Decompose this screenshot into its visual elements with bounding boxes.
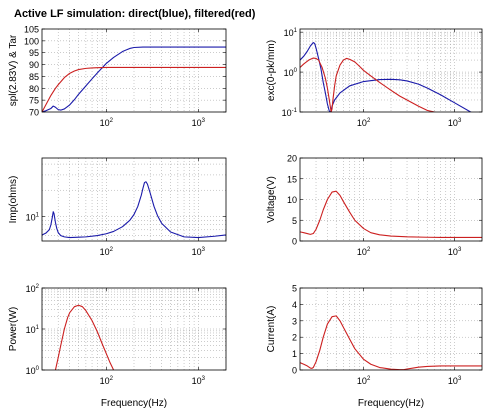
x-tick-label: 103 [448,376,462,386]
x-tick-label: 102 [357,118,371,128]
plot-frame [41,28,227,113]
y-tick-label: 70 [29,108,39,118]
y-tick-label: 1 [292,349,297,359]
y-axis-label: Power(W) [8,307,19,351]
y-axis-label: Voltage(V) [266,176,277,223]
y-tick-label: 20 [287,154,297,164]
x-tick-label: 102 [100,247,114,257]
x-tick-label: 102 [100,376,114,386]
x-tick-label: 102 [100,118,114,128]
plot-frame [299,28,483,113]
x-tick-label: 103 [192,376,206,386]
series-direct-line [42,181,226,239]
x-tick-label: 103 [192,247,206,257]
panel-voltage: 102 103 0 5 10 15 20 Voltage(V) [266,154,483,257]
y-tick-label: 105 [24,25,39,35]
x-tick-label: 103 [448,118,462,128]
panel-current: 102 103 0 1 2 3 4 5 Current(A) Frequency(Hz) [266,284,483,409]
plot-frame [299,287,483,371]
y-tick-label: 0 [292,237,297,247]
x-axis-label: Frequency(Hz) [358,398,424,409]
panel-imp: 102 103 101 Imp(ohms) [8,157,227,257]
series-direct-line [42,46,226,112]
y-tick-label: 102 [26,284,40,294]
y-tick-label: 10-1 [282,108,298,118]
series-filtered-line [300,190,482,239]
panel-exc: 102 103 10-1 100 101 exc(0-pk/mm) [266,28,483,128]
x-tick-label: 103 [448,247,462,257]
y-axis-label: spl(2.83V) & Tar [8,34,19,106]
y-tick-label: 4 [292,300,297,310]
y-axis-label: Imp(ohms) [8,176,19,224]
plot-frame [41,157,227,242]
y-tick-label: 90 [29,60,39,70]
y-tick-label: 2 [292,333,297,343]
y-tick-label: 100 [26,366,40,376]
series-filtered-line [42,66,226,112]
x-tick-label: 102 [357,247,371,257]
y-axis-label: Current(A) [266,306,277,353]
y-tick-label: 75 [29,96,39,106]
series-filtered-line [300,57,437,112]
x-axis-label: Frequency(Hz) [101,398,167,409]
series-filtered-line [54,304,115,370]
y-tick-label: 100 [284,68,298,78]
y-tick-label: 101 [26,212,40,222]
x-tick-label: 102 [357,376,371,386]
y-tick-label: 5 [292,284,297,294]
y-axis-label: exc(0-pk/mm) [266,40,277,101]
y-tick-label: 80 [29,84,39,94]
y-tick-label: 95 [29,48,39,58]
panel-power: 102 103 100 101 102 Power(W) Frequency(Hz) [8,284,227,409]
y-tick-label: 100 [24,36,39,46]
x-tick-label: 103 [192,118,206,128]
series-filtered-line [300,315,482,370]
y-tick-label: 3 [292,316,297,326]
y-tick-label: 101 [26,325,40,335]
figure-title: Active LF simulation: direct(blue), filt… [14,8,256,20]
y-tick-label: 5 [292,216,297,226]
y-tick-label: 85 [29,72,39,82]
y-tick-label: 10 [287,195,297,205]
y-tick-label: 0 [292,366,297,376]
y-tick-label: 15 [287,174,297,184]
y-tick-label: 101 [284,28,298,38]
